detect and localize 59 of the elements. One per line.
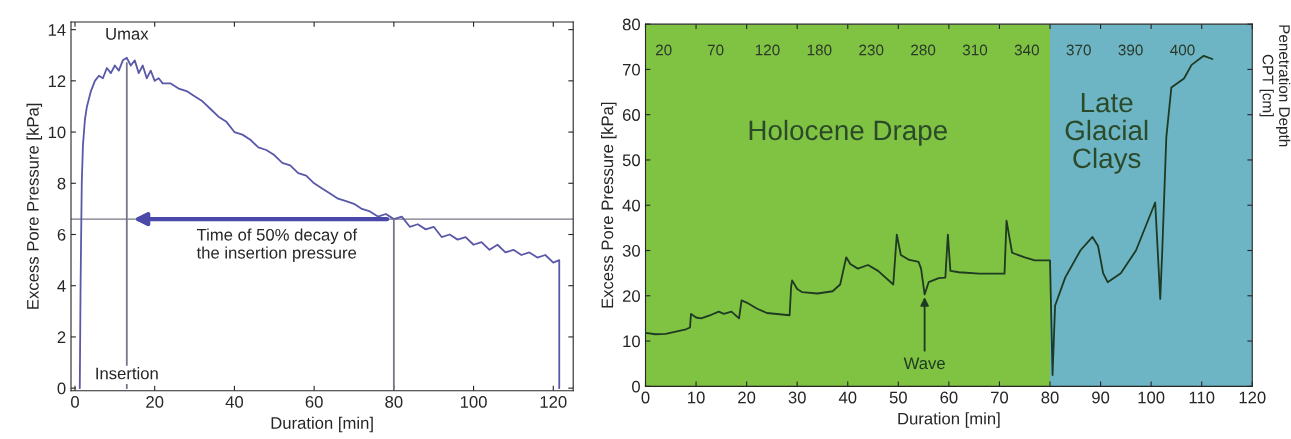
x-tick-label: 100 [460, 396, 487, 408]
annotation: Insertion [96, 367, 158, 380]
x2-axis-title: Penetration Depth CPT [cm] [1259, 25, 1291, 147]
x-tick-label: 40 [838, 391, 857, 404]
annotation: 390 [1118, 44, 1143, 56]
x-tick-label: 20 [146, 396, 164, 408]
x-tick-label: 120 [1239, 391, 1266, 404]
x-tick-label: 120 [540, 396, 567, 408]
x-tick-label: 0 [641, 391, 650, 404]
y-tick-label: 40 [622, 199, 640, 212]
x-tick-label: 80 [1041, 391, 1059, 404]
x-tick-label: 100 [1138, 391, 1165, 404]
y-tick-label: 2 [57, 331, 66, 343]
y-tick-label: 14 [48, 24, 66, 36]
annotation: 340 [1014, 44, 1039, 56]
x-tick-label: 80 [385, 396, 403, 408]
band-label: Late Glacial Clays [1065, 92, 1148, 174]
x-tick-label: 50 [889, 391, 907, 404]
annotation: 180 [807, 44, 832, 56]
y-tick-label: 12 [48, 75, 66, 87]
y-tick-label: 30 [622, 244, 640, 257]
y-tick-label: 50 [622, 154, 640, 167]
annotation: 70 [707, 44, 724, 56]
x-tick-label: 90 [1092, 391, 1110, 404]
y-tick-label: 8 [57, 177, 66, 190]
annotation: 120 [755, 44, 780, 56]
y-tick-label: 80 [622, 18, 640, 31]
x-tick-label: 70 [991, 391, 1009, 404]
x-tick-label: 0 [71, 396, 79, 408]
x-axis-title: Duration [min] [271, 416, 373, 433]
annotation: 230 [859, 44, 884, 56]
y-axis-title: Excess Pore Pressure [kPa] [601, 102, 617, 308]
x-tick-label: 10 [688, 391, 705, 404]
y-tick-label: 0 [632, 380, 640, 393]
annotation: 20 [655, 44, 672, 56]
annotation: 370 [1066, 44, 1091, 56]
x-axis-title: Duration [min] [898, 412, 1000, 428]
annotation: Wave [903, 357, 945, 370]
annotation: Time of 50% decay of the insertion pressure [196, 228, 358, 262]
annotation: 280 [911, 44, 936, 56]
x-tick-label: 60 [940, 391, 958, 404]
x-tick-label: 110 [1189, 391, 1215, 404]
y-tick-label: 10 [48, 126, 66, 139]
x-tick-label: 20 [738, 391, 756, 404]
annotation: 400 [1170, 44, 1195, 56]
y-tick-label: 6 [57, 228, 66, 241]
y-tick-label: 0 [57, 382, 66, 395]
y-tick-label: 20 [622, 290, 640, 302]
y-tick-label: 60 [622, 109, 640, 121]
annotation: Umax [106, 28, 149, 40]
band-label: Holocene Drape [749, 119, 947, 146]
x-tick-label: 30 [788, 391, 806, 404]
annotation: 310 [962, 44, 988, 56]
y-tick-label: 10 [623, 335, 640, 348]
y-axis-title: Excess Pore Pressure [kPa] [26, 103, 43, 309]
x-tick-label: 60 [305, 396, 323, 408]
x-tick-label: 40 [225, 396, 244, 408]
y-tick-label: 4 [57, 280, 66, 292]
y-tick-label: 70 [622, 63, 640, 76]
